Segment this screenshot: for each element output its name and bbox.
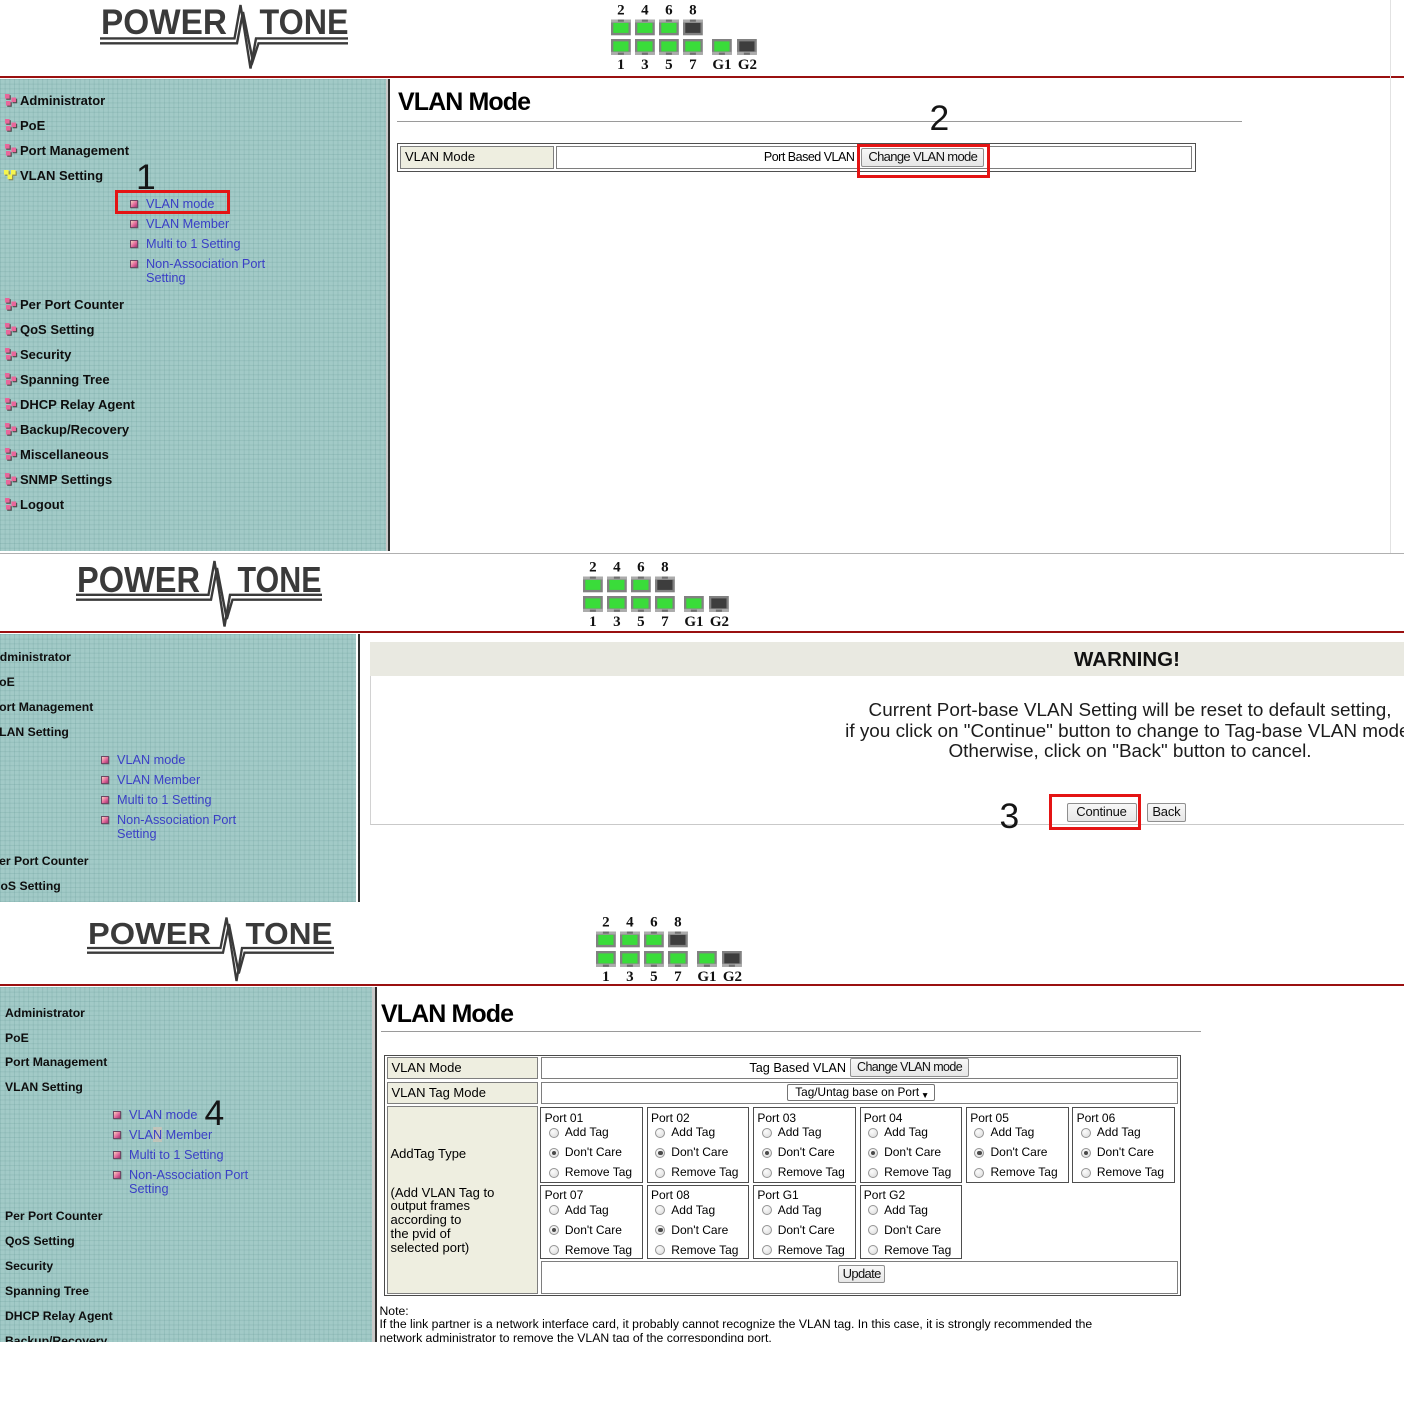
svg-text:POWER: POWER xyxy=(88,916,211,951)
svg-text:POWER: POWER xyxy=(101,3,227,42)
svg-text:TONE: TONE xyxy=(246,916,333,951)
svg-text:TONE: TONE xyxy=(260,3,349,42)
svg-text:POWER: POWER xyxy=(77,559,200,600)
svg-text:TONE: TONE xyxy=(238,559,322,600)
